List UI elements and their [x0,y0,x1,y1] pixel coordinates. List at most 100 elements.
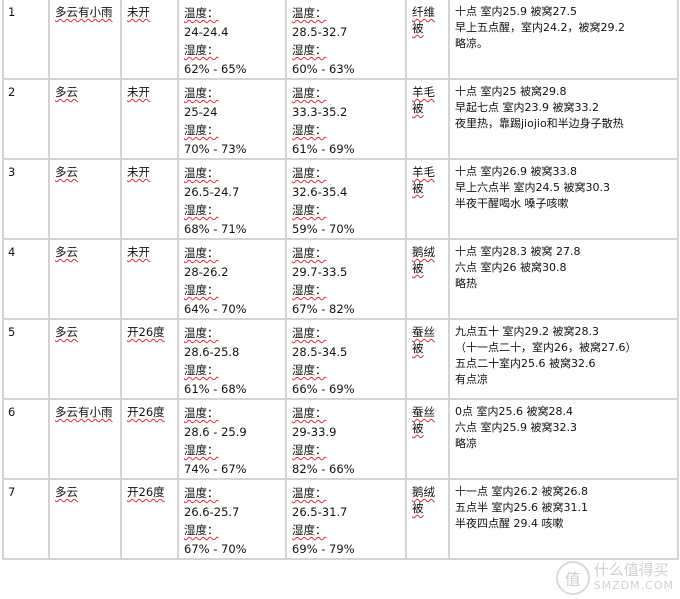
quilt-humidity-value: 59% - 70% [292,221,355,236]
quilt-humidity-label: 湿度： [292,123,327,137]
note-line: 十点 室内28.3 被窝 27.8 [455,245,581,258]
table-row: 1 多云有小雨 未开 温度： 24-24.4 湿度： 62% - 65% 温度：… [2,0,679,80]
table-row: 3 多云 未开 温度： 26.5-24.7 湿度： 68% - 71% 温度： … [2,158,679,240]
room-humidity-label: 湿度： [184,363,219,377]
watermark-name: 什么值得买 [593,561,669,579]
row-number: 7 [2,478,50,560]
quilt-type-cell: 纤维被 [405,0,450,80]
row-number: 4 [2,238,50,320]
quilt-temp-value: 32.6-35.4 [292,184,348,199]
ac-cell: 未开 [120,0,179,80]
notes-cell: 十点 室内28.3 被窝 27.8 六点 室内26 被窝30.8 略热 [448,238,679,320]
room-env-cell: 温度： 25-24 湿度： 70% - 73% [177,78,287,160]
room-temp-label: 温度： [184,246,219,260]
quilt-humidity-label: 湿度： [292,523,327,537]
quilt-type-cell: 鹅绒被 [405,238,450,320]
quilt-humidity-value: 82% - 66% [292,461,355,476]
watermark-logo-icon: 值 [555,561,590,595]
weather-cell: 多云 [48,318,122,400]
quilt-humidity-value: 66% - 69% [292,381,355,396]
quilt-humidity-label: 湿度： [292,203,327,217]
watermark: 值 什么值得买 SMZDM.COM [555,561,674,595]
ac-text: 未开 [127,245,150,259]
quilt-temp-value: 29-33.9 [292,424,337,439]
quilt-temp-value: 28.5-32.7 [292,24,348,39]
quilt-type-cell: 鹅绒被 [405,478,450,560]
room-temp-label: 温度： [184,6,219,20]
table-row: 7 多云 开26度 温度： 26.6-25.7 湿度： 67% - 70% 温度… [2,478,679,560]
note-line: 十点 室内25.9 被窝27.5 [455,5,577,18]
room-humidity-value: 61% - 68% [184,381,247,396]
note-line: 夜里热，靠踢jiojio和半边身子散热 [455,117,624,130]
row-number: 2 [2,78,50,160]
row-number-text: 3 [8,165,16,179]
ac-text: 开26度 [127,485,165,499]
quilt-env-cell: 温度： 28.5-34.5 湿度： 66% - 69% [285,318,407,400]
room-humidity-value: 62% - 65% [184,61,247,76]
room-humidity-value: 67% - 70% [184,541,247,556]
weather-text: 多云 [55,325,78,339]
quilt-temp-value: 26.5-31.7 [292,504,348,519]
room-humidity-label: 湿度： [184,283,219,297]
quilt-humidity-label: 湿度： [292,363,327,377]
room-temp-value: 28.6 - 25.9 [184,424,247,439]
row-number-text: 1 [8,5,16,19]
note-line: 略凉。 [455,37,488,50]
quilt-humidity-value: 60% - 63% [292,61,355,76]
room-temp-label: 温度： [184,406,219,420]
quilt-type-text: 羊毛被 [412,85,435,115]
quilt-env-cell: 温度： 33.3-35.2 湿度： 61% - 69% [285,78,407,160]
watermark-domain: SMZDM.COM [593,579,674,592]
quilt-env-cell: 温度： 26.5-31.7 湿度： 69% - 79% [285,478,407,560]
quilt-temp-value: 29.7-33.5 [292,264,348,279]
row-number-text: 2 [8,85,16,99]
note-line: 十一点 室内26.2 被窝26.8 [455,485,588,498]
room-temp-value: 28.6-25.8 [184,344,240,359]
weather-text: 多云 [55,165,78,179]
row-number: 3 [2,158,50,240]
quilt-env-cell: 温度： 29.7-33.5 湿度： 67% - 82% [285,238,407,320]
quilt-type-cell: 羊毛被 [405,158,450,240]
weather-text: 多云 [55,485,78,499]
room-temp-label: 温度： [184,166,219,180]
note-line: （十一点二十，室内26，被窝27.6） [455,341,637,354]
quilt-temp-label: 温度： [292,86,327,100]
table-row: 5 多云 开26度 温度： 28.6-25.8 湿度： 61% - 68% 温度… [2,318,679,400]
quilt-humidity-label: 湿度： [292,443,327,457]
ac-cell: 未开 [120,238,179,320]
ac-cell: 开26度 [120,398,179,480]
note-line: 十点 室内25 被窝29.8 [455,85,567,98]
note-line: 十点 室内26.9 被窝33.8 [455,165,577,178]
weather-text: 多云 [55,85,78,99]
room-humidity-label: 湿度： [184,123,219,137]
room-temp-label: 温度： [184,86,219,100]
note-line: 早起七点 室内23.9 被窝33.2 [455,101,599,114]
note-line: 略热 [455,277,477,290]
room-humidity-value: 74% - 67% [184,461,247,476]
quilt-humidity-value: 67% - 82% [292,301,355,316]
note-line: 半夜干醒喝水 嗓子咳嗽 [455,197,569,210]
notes-cell: 九点五十 室内29.2 被窝28.3 （十一点二十，室内26，被窝27.6） 五点… [448,318,679,400]
table-row: 2 多云 未开 温度： 25-24 湿度： 70% - 73% 温度： 33.3… [2,78,679,160]
room-humidity-label: 湿度： [184,443,219,457]
weather-cell: 多云有小雨 [48,0,122,80]
notes-cell: 十一点 室内26.2 被窝26.8 五点半 室内25.6 被窝31.1 半夜四点醒 … [448,478,679,560]
room-temp-value: 25-24 [184,104,218,119]
room-env-cell: 温度： 28.6-25.8 湿度： 61% - 68% [177,318,287,400]
note-line: 早上五点醒，室内24.2，被窝29.2 [455,21,625,34]
weather-cell: 多云 [48,78,122,160]
quilt-temp-label: 温度： [292,166,327,180]
table-row: 4 多云 未开 温度： 28-26.2 湿度： 64% - 70% 温度： 29… [2,238,679,320]
room-env-cell: 温度： 28-26.2 湿度： 64% - 70% [177,238,287,320]
row-number-text: 7 [8,485,16,499]
note-line: 早上六点半 室内24.5 被窝30.3 [455,181,610,194]
notes-cell: 十点 室内25.9 被窝27.5 早上五点醒，室内24.2，被窝29.2 略凉。 [448,0,679,80]
note-line: 半夜四点醒 29.4 咳嗽 [455,517,564,530]
room-humidity-value: 64% - 70% [184,301,247,316]
row-number: 1 [2,0,50,80]
row-number-text: 6 [8,405,16,419]
room-temp-label: 温度： [184,486,219,500]
room-env-cell: 温度： 28.6 - 25.9 湿度： 74% - 67% [177,398,287,480]
ac-cell: 开26度 [120,318,179,400]
quilt-type-text: 鹅绒被 [412,485,435,515]
